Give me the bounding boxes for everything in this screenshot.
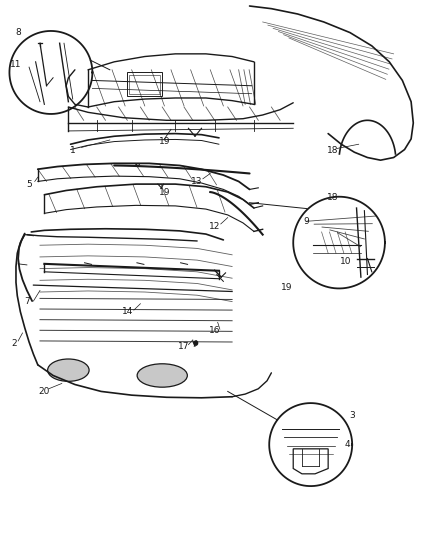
Text: 18: 18 bbox=[327, 193, 338, 202]
Text: 11: 11 bbox=[10, 60, 22, 69]
Text: 5: 5 bbox=[26, 180, 32, 189]
Text: 20: 20 bbox=[39, 387, 50, 396]
Text: 4: 4 bbox=[345, 440, 350, 449]
Text: 2: 2 bbox=[11, 339, 17, 348]
Text: 19: 19 bbox=[159, 188, 170, 197]
Circle shape bbox=[194, 341, 198, 345]
Text: 7: 7 bbox=[24, 296, 30, 305]
Text: 10: 10 bbox=[340, 257, 351, 265]
Text: 14: 14 bbox=[122, 307, 133, 316]
Bar bbox=[127, 72, 162, 96]
Bar bbox=[130, 75, 160, 94]
Ellipse shape bbox=[48, 359, 89, 381]
Text: 1: 1 bbox=[70, 146, 76, 155]
Text: 19: 19 bbox=[159, 137, 170, 146]
Ellipse shape bbox=[137, 364, 187, 387]
Text: 18: 18 bbox=[327, 146, 338, 155]
Text: 16: 16 bbox=[209, 326, 220, 335]
Text: 8: 8 bbox=[15, 28, 21, 37]
Text: 17: 17 bbox=[178, 342, 190, 351]
Text: 13: 13 bbox=[191, 177, 203, 186]
Text: 12: 12 bbox=[209, 222, 220, 231]
Text: 19: 19 bbox=[281, 283, 293, 292]
Text: 3: 3 bbox=[349, 411, 355, 420]
Text: 9: 9 bbox=[304, 217, 309, 226]
